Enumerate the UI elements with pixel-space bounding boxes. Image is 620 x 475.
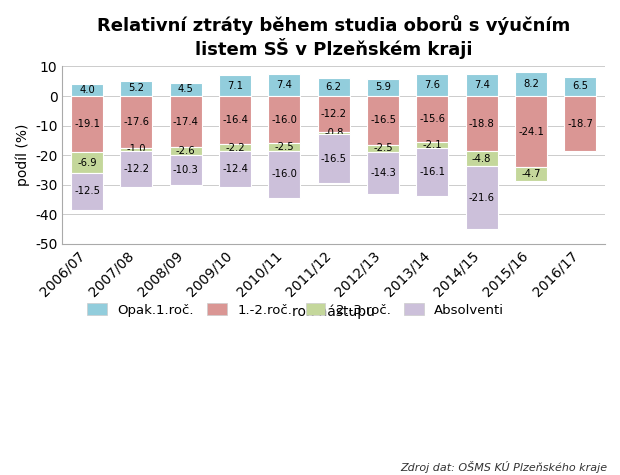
Bar bbox=[170, 83, 202, 96]
Text: -16.5: -16.5 bbox=[321, 154, 347, 164]
Title: Relativní ztráty během studia oborů s výučním
listem SŠ v Plzeňském kraji: Relativní ztráty během studia oborů s vý… bbox=[97, 15, 570, 59]
Text: 4.5: 4.5 bbox=[178, 85, 193, 95]
Bar bbox=[416, 148, 448, 196]
Text: -17.6: -17.6 bbox=[123, 117, 149, 127]
Bar bbox=[317, 96, 350, 132]
Text: -2.2: -2.2 bbox=[225, 142, 245, 152]
Bar bbox=[71, 96, 103, 152]
Text: Zdroj dat: OŠMS KÚ Plzeňského kraje: Zdroj dat: OŠMS KÚ Plzeňského kraje bbox=[401, 461, 608, 473]
Bar bbox=[120, 151, 153, 187]
Bar bbox=[416, 142, 448, 148]
Y-axis label: podíl (%): podíl (%) bbox=[15, 124, 30, 186]
Bar bbox=[367, 78, 399, 96]
Text: 7.4: 7.4 bbox=[277, 80, 292, 90]
Bar bbox=[466, 166, 498, 229]
Bar bbox=[219, 144, 251, 151]
Text: -19.1: -19.1 bbox=[74, 119, 100, 129]
Bar bbox=[564, 96, 596, 151]
Bar bbox=[367, 152, 399, 194]
Text: -4.7: -4.7 bbox=[521, 169, 541, 179]
Bar bbox=[268, 151, 301, 198]
Text: -4.8: -4.8 bbox=[472, 153, 492, 163]
Bar bbox=[120, 96, 153, 148]
Text: 7.1: 7.1 bbox=[227, 81, 243, 91]
Bar bbox=[317, 78, 350, 96]
Text: -24.1: -24.1 bbox=[518, 126, 544, 136]
Text: -14.3: -14.3 bbox=[370, 168, 396, 178]
Text: -6.9: -6.9 bbox=[78, 158, 97, 168]
Bar bbox=[71, 152, 103, 173]
Text: -15.6: -15.6 bbox=[419, 114, 445, 124]
Text: 6.2: 6.2 bbox=[326, 82, 342, 92]
Bar bbox=[120, 81, 153, 96]
Text: 8.2: 8.2 bbox=[523, 79, 539, 89]
Bar bbox=[71, 84, 103, 96]
Text: -10.3: -10.3 bbox=[173, 165, 198, 175]
Bar bbox=[416, 96, 448, 142]
Text: -16.4: -16.4 bbox=[222, 115, 248, 125]
Bar bbox=[317, 132, 350, 134]
Text: 4.0: 4.0 bbox=[79, 85, 95, 95]
Text: 7.4: 7.4 bbox=[474, 80, 490, 90]
Bar bbox=[219, 151, 251, 188]
X-axis label: rok nástupu: rok nástupu bbox=[292, 304, 375, 319]
Text: -12.5: -12.5 bbox=[74, 186, 100, 196]
Text: -21.6: -21.6 bbox=[469, 192, 495, 202]
Text: -16.1: -16.1 bbox=[419, 167, 445, 177]
Bar bbox=[416, 74, 448, 96]
Bar bbox=[515, 72, 547, 96]
Bar bbox=[564, 77, 596, 96]
Bar bbox=[170, 147, 202, 155]
Text: -2.1: -2.1 bbox=[423, 140, 442, 150]
Text: -16.0: -16.0 bbox=[272, 169, 298, 179]
Text: -12.2: -12.2 bbox=[321, 109, 347, 119]
Text: 5.2: 5.2 bbox=[128, 83, 144, 93]
Bar bbox=[515, 96, 547, 167]
Text: 5.9: 5.9 bbox=[375, 82, 391, 92]
Legend: Opak.1.roč., 1.-2.roč., 2.-3.roč., Absolventi: Opak.1.roč., 1.-2.roč., 2.-3.roč., Absol… bbox=[82, 298, 510, 322]
Bar bbox=[268, 96, 301, 143]
Bar bbox=[466, 96, 498, 152]
Bar bbox=[268, 143, 301, 151]
Bar bbox=[367, 145, 399, 152]
Text: -0.8: -0.8 bbox=[324, 128, 343, 138]
Bar bbox=[219, 96, 251, 144]
Text: -2.6: -2.6 bbox=[176, 146, 195, 156]
Text: -16.0: -16.0 bbox=[272, 114, 298, 124]
Text: -12.2: -12.2 bbox=[123, 164, 149, 174]
Bar bbox=[170, 155, 202, 185]
Text: -16.5: -16.5 bbox=[370, 115, 396, 125]
Bar bbox=[268, 74, 301, 96]
Bar bbox=[120, 148, 153, 151]
Bar bbox=[170, 96, 202, 147]
Text: 7.6: 7.6 bbox=[424, 80, 440, 90]
Text: -18.8: -18.8 bbox=[469, 119, 495, 129]
Bar bbox=[466, 74, 498, 96]
Text: -1.0: -1.0 bbox=[126, 144, 146, 154]
Bar bbox=[367, 96, 399, 145]
Bar bbox=[466, 152, 498, 166]
Bar bbox=[71, 173, 103, 209]
Text: -18.7: -18.7 bbox=[567, 119, 593, 129]
Text: -2.5: -2.5 bbox=[373, 143, 393, 153]
Bar bbox=[515, 167, 547, 181]
Text: -2.5: -2.5 bbox=[275, 142, 294, 152]
Text: -17.4: -17.4 bbox=[173, 117, 198, 127]
Text: -12.4: -12.4 bbox=[222, 164, 248, 174]
Text: 6.5: 6.5 bbox=[572, 81, 588, 91]
Bar bbox=[219, 75, 251, 96]
Bar bbox=[317, 134, 350, 183]
